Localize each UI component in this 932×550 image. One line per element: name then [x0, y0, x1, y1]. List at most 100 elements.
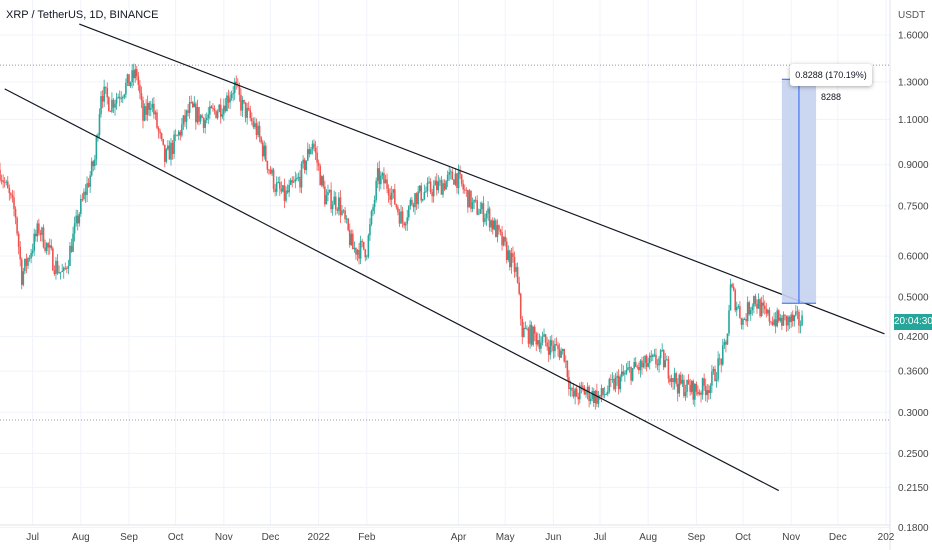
- measure-tool[interactable]: [781, 78, 817, 304]
- candle-body: [619, 376, 621, 390]
- candle-body: [678, 374, 681, 394]
- candle-body: [241, 99, 244, 111]
- candle-body: [101, 96, 104, 102]
- candle-body: [754, 296, 757, 304]
- candle-body: [712, 368, 715, 372]
- candle-body: [398, 212, 401, 224]
- trendlines[interactable]: [4, 23, 885, 492]
- candle-body: [59, 271, 62, 273]
- candle-body: [404, 223, 407, 226]
- candle-body: [171, 142, 174, 155]
- candle-body: [361, 240, 363, 242]
- time-tick-label: Sep: [120, 532, 138, 543]
- candle-body: [303, 159, 306, 171]
- candle-body: [352, 233, 354, 250]
- candle-body: [39, 232, 42, 235]
- candle-body: [344, 210, 346, 220]
- candle-body: [418, 185, 421, 192]
- candle-body: [308, 149, 311, 155]
- candle-body: [104, 86, 107, 89]
- candle-body: [283, 185, 286, 201]
- candle-body: [196, 107, 199, 123]
- time-tick-label: Apr: [451, 532, 467, 543]
- time-axis[interactable]: Jul Aug Sep Oct Nov Dec 2022 Feb Apr May Jun Jul Aug…: [0, 524, 895, 543]
- candle-body: [437, 181, 440, 191]
- candle-body: [566, 360, 569, 378]
- candle-body: [238, 85, 241, 95]
- candle-body: [457, 171, 460, 188]
- candle-body: [52, 248, 54, 271]
- candle-body: [372, 207, 374, 211]
- candle-body: [355, 247, 357, 255]
- candle-body: [554, 344, 556, 352]
- candle-body: [369, 224, 371, 236]
- candle-body: [246, 107, 248, 118]
- candle-body: [684, 391, 687, 397]
- candle-body: [476, 200, 478, 215]
- candle-body: [527, 328, 530, 344]
- candle-body: [19, 246, 22, 260]
- candle-body: [759, 299, 761, 316]
- candle-body: [723, 341, 726, 346]
- candle-body: [58, 272, 60, 274]
- candle-body: [765, 309, 768, 314]
- price-tick-label: 0.3000: [898, 408, 929, 419]
- candle-body: [583, 387, 586, 395]
- candle-body: [676, 383, 679, 394]
- candle-body: [181, 124, 183, 136]
- candle-body: [449, 171, 452, 173]
- candle-body: [639, 360, 642, 371]
- candle-body: [732, 286, 735, 291]
- candle-body: [552, 345, 555, 352]
- candle-body: [435, 180, 438, 191]
- candle-body: [507, 250, 510, 260]
- candle-body: [118, 96, 121, 99]
- candle-body: [97, 135, 99, 138]
- candle-body: [408, 206, 410, 218]
- candle-body: [715, 379, 718, 382]
- candle-body: [515, 267, 517, 272]
- candle-body: [338, 197, 340, 211]
- candle-body: [288, 184, 290, 193]
- candle-body: [387, 188, 390, 196]
- candle-body: [10, 193, 12, 196]
- candle-body: [179, 131, 182, 136]
- candle-body: [431, 191, 433, 197]
- candle-body: [683, 379, 685, 397]
- candle-body: [537, 340, 539, 345]
- candle-body: [773, 319, 775, 325]
- candle-body: [711, 371, 713, 386]
- candle-body: [650, 355, 653, 358]
- candle-body: [519, 293, 522, 319]
- time-tick-label: Feb: [358, 532, 376, 543]
- candle-body: [92, 161, 95, 167]
- candle-body: [296, 177, 298, 180]
- candle-body: [479, 209, 482, 214]
- candle-body: [311, 143, 314, 150]
- candle-body: [731, 284, 733, 287]
- candle-body: [260, 137, 262, 143]
- candle-body: [41, 227, 43, 235]
- candle-body: [268, 169, 270, 171]
- candle-body: [729, 284, 732, 311]
- price-axis[interactable]: 1.6000 1.3000 1.1000 0.9000 0.7500 0.6000 0.50…: [889, 0, 929, 550]
- candle-body: [300, 163, 303, 188]
- candle-body: [777, 310, 780, 321]
- candle-body: [271, 169, 273, 174]
- candle-body: [167, 145, 169, 150]
- time-tick-label: Jun: [545, 532, 561, 543]
- candle-body: [661, 350, 663, 351]
- candle-body: [743, 319, 746, 320]
- horizontal-levels: [0, 64, 890, 421]
- candle-body: [498, 225, 500, 230]
- candle-body: [546, 342, 548, 347]
- candle-body: [698, 392, 701, 395]
- candle-body: [224, 105, 227, 112]
- candle-body: [694, 383, 696, 400]
- candle-body: [375, 180, 377, 200]
- candle-body: [291, 180, 294, 183]
- candle-body: [529, 324, 531, 344]
- candle-body: [44, 247, 46, 251]
- candle-body: [784, 314, 786, 316]
